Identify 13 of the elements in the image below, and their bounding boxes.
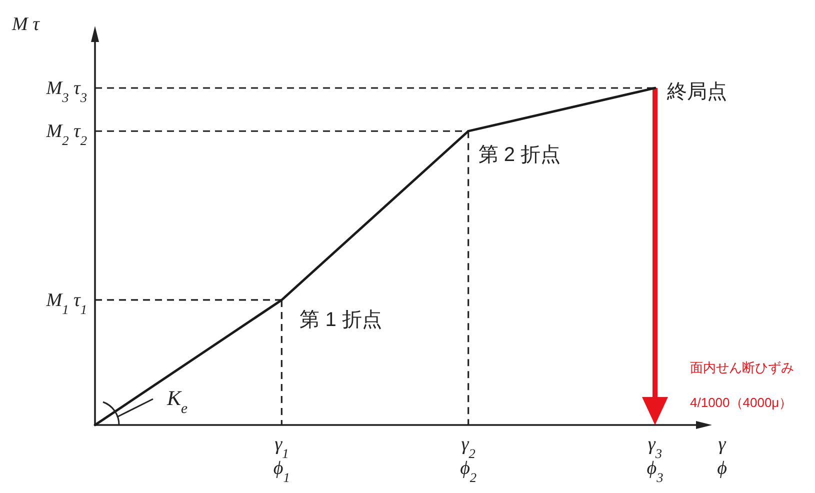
annotation: K$_{e}$ — [166, 386, 188, 417]
y-axis-title: M τ — [11, 14, 41, 35]
text: 面内せん断ひずみ 4/1000（4000μ） — [690, 360, 794, 410]
text: M$_{2}$ τ$_{2}$ — [45, 121, 88, 148]
x-tick-label: γ$_{2}$ ϕ$_{2}$ — [460, 434, 477, 484]
text: M$_{1}$ τ$_{1}$ — [45, 290, 87, 316]
text: M$_{3}$ τ$_{3}$ — [45, 78, 88, 104]
x-tick-label: γ$_{3}$ ϕ$_{3}$ — [646, 434, 664, 484]
annotation: 終局点 — [666, 81, 727, 103]
x-tick-label: γ$_{1}$ ϕ$_{1}$ — [273, 434, 290, 484]
x-axis-title: γ ϕ — [717, 434, 728, 479]
annotation: 第 1 折点 — [300, 308, 382, 331]
annotation: 第 2 折点 — [478, 144, 561, 166]
